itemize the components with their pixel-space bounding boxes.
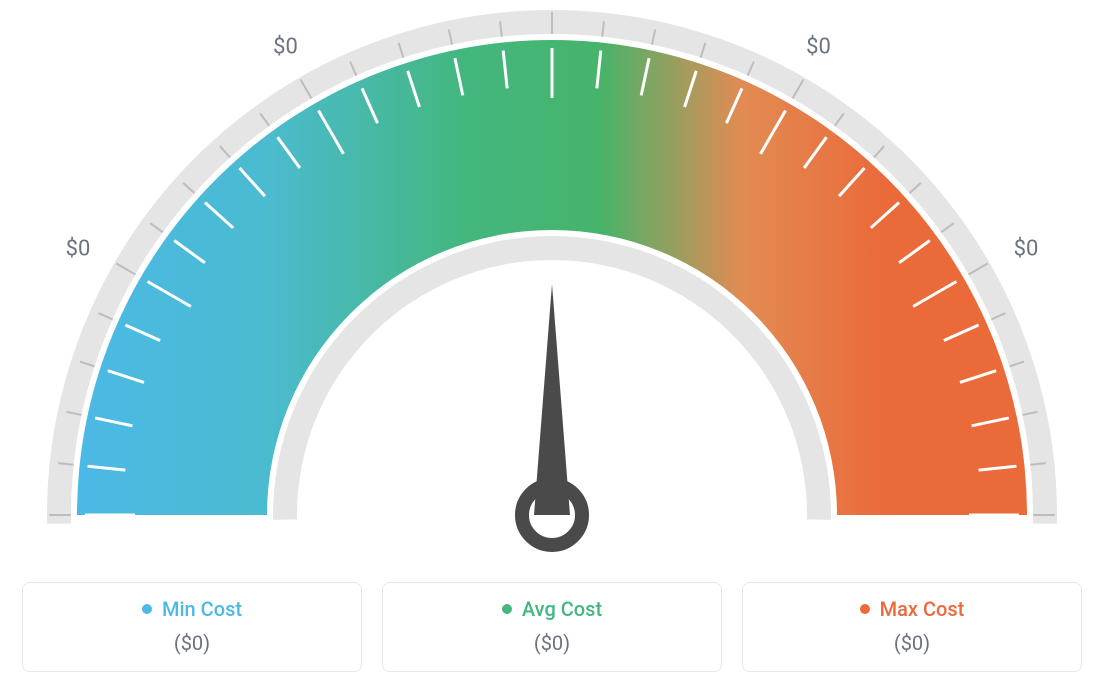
legend-label-max: Max Cost <box>880 597 965 621</box>
legend-card-min: Min Cost ($0) <box>22 582 362 672</box>
legend-dot-avg <box>502 604 512 614</box>
legend-value-min: ($0) <box>33 631 351 655</box>
legend-dot-max <box>860 604 870 614</box>
legend-card-max: Max Cost ($0) <box>742 582 1082 672</box>
gauge-chart: $0$0$0$0$0$0$0 <box>22 0 1082 560</box>
svg-text:$0: $0 <box>273 34 298 59</box>
legend-title-max: Max Cost <box>860 597 965 621</box>
svg-text:$0: $0 <box>66 237 91 262</box>
svg-text:$0: $0 <box>806 34 831 59</box>
legend-title-avg: Avg Cost <box>502 597 602 621</box>
legend-value-avg: ($0) <box>393 631 711 655</box>
legend-label-avg: Avg Cost <box>522 597 602 621</box>
svg-text:$0: $0 <box>1014 237 1039 262</box>
legend-label-min: Min Cost <box>162 597 242 621</box>
gauge-svg: $0$0$0$0$0$0$0 <box>22 0 1082 560</box>
legend-title-min: Min Cost <box>142 597 242 621</box>
legend-dot-min <box>142 604 152 614</box>
legend-value-max: ($0) <box>753 631 1071 655</box>
legend-card-avg: Avg Cost ($0) <box>382 582 722 672</box>
legend-row: Min Cost ($0) Avg Cost ($0) Max Cost ($0… <box>22 582 1082 672</box>
